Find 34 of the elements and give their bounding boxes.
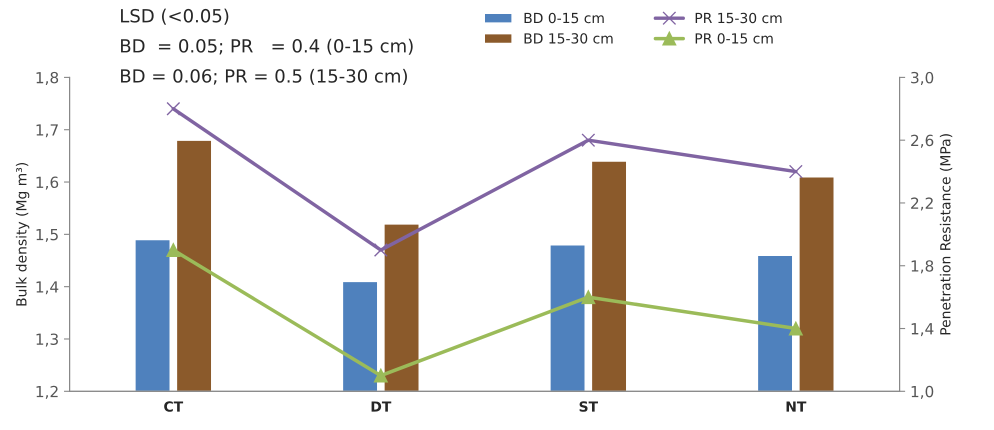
y2-tick-label: 2,6 xyxy=(911,134,934,148)
point xyxy=(374,243,388,257)
x-tick-label: DT xyxy=(372,401,392,412)
legend-label: BD 0-15 cm xyxy=(524,12,604,24)
x-tick-label: NT xyxy=(786,401,806,412)
point xyxy=(166,243,180,257)
y2-axis-title: Penetration Resistance (MPa) xyxy=(940,134,952,334)
y-tick-label: 1,8 xyxy=(36,72,58,85)
y2-tick-label: 1,4 xyxy=(912,323,934,336)
x-tick-label: CT xyxy=(164,401,184,412)
text: LSD (<0.05) xyxy=(121,8,228,25)
y2-tick-label: 3,0 xyxy=(911,72,934,85)
point xyxy=(788,322,803,336)
point xyxy=(374,368,388,383)
point xyxy=(166,102,180,116)
y2-tick-label: 1,0 xyxy=(912,386,934,399)
y-axis-title: Bulk density (Mg m³) xyxy=(16,162,30,306)
point xyxy=(581,133,596,148)
x-tick-label: ST xyxy=(580,401,598,412)
legend-label: BD 15-30 cm xyxy=(524,33,613,44)
y-tick-label: 1,2 xyxy=(36,386,58,399)
y-tick-label: 1,6 xyxy=(36,176,58,190)
y-tick-label: 1,3 xyxy=(36,333,58,347)
y-tick-label: 1,7 xyxy=(36,124,58,138)
y2-tick-label: 1,8 xyxy=(912,260,934,274)
annotation: BD = 0.06; PR = 0.5 (15-30 cm) xyxy=(121,68,407,85)
y-tick-label: 1,5 xyxy=(36,229,58,242)
y-tick-label: 1,4 xyxy=(36,281,58,294)
y2-tick-label: 2,2 xyxy=(911,197,933,211)
point xyxy=(788,164,803,179)
legend-label: PR 0-15 cm xyxy=(696,33,773,44)
legend-label: PR 15-30 cm xyxy=(696,12,782,24)
text: BD = 0.05; PR = 0.4 (0-15 cm) xyxy=(121,38,413,55)
point xyxy=(581,290,596,304)
